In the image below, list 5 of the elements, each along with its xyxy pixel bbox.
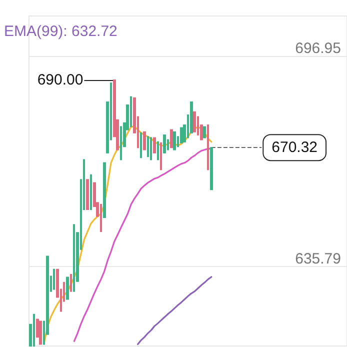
y-tick-label: 635.79 bbox=[295, 250, 341, 268]
annotation: EMA(99): 632.72 bbox=[4, 23, 118, 40]
ref-line-label: 670.32 bbox=[272, 139, 318, 156]
annotation: 690.00 bbox=[37, 71, 84, 88]
y-tick-label: 696.95 bbox=[295, 40, 341, 58]
